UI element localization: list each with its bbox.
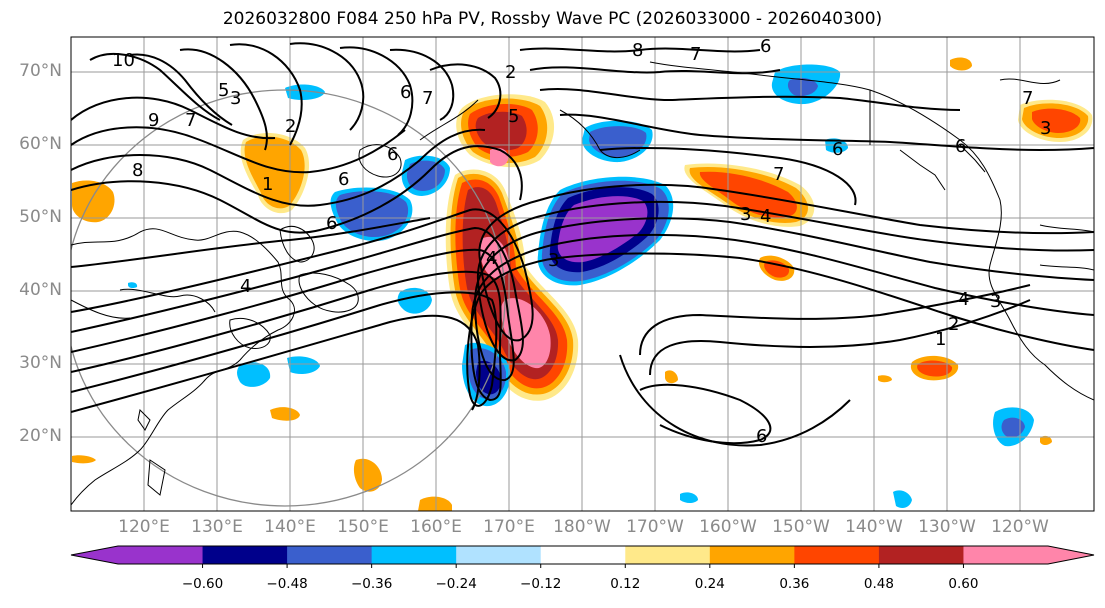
- pv-contours: [71, 42, 1094, 447]
- lat-label: 50°N: [19, 207, 62, 227]
- contour-label: 9: [148, 110, 159, 131]
- contour-label: 7: [690, 44, 701, 65]
- colorbar: [70, 545, 1095, 568]
- colorbar-extend-max: [1048, 546, 1094, 564]
- colorbar-tick-label: 0.12: [610, 576, 641, 592]
- lat-label: 30°N: [19, 353, 62, 373]
- colorbar-tick-label: −0.24: [435, 576, 477, 592]
- lon-label: 130°E: [191, 517, 243, 537]
- colorbar-tick-label: 0.48: [863, 576, 894, 592]
- map-title: 2026032800 F084 250 hPa PV, Rossby Wave …: [222, 9, 883, 29]
- map-frame: [70, 36, 1095, 512]
- colorbar-swatch: [709, 546, 795, 564]
- contour-label: 5: [218, 80, 229, 101]
- lat-label: 20°N: [19, 426, 62, 446]
- lon-label: 130°W: [918, 517, 976, 537]
- colorbar-swatch: [287, 546, 373, 564]
- lon-label: 180°W: [553, 517, 611, 537]
- contour-label: 1: [262, 174, 273, 195]
- contour-label: 6: [387, 144, 398, 165]
- colorbar-swatch: [794, 546, 880, 564]
- lon-label: 170°W: [626, 517, 684, 537]
- contour-label: 7: [773, 164, 784, 185]
- lon-label: 150°W: [772, 517, 830, 537]
- colorbar-tick-label: −0.48: [266, 576, 308, 592]
- contour-label: 2: [285, 116, 296, 137]
- contour-label: 2: [948, 314, 959, 335]
- colorbar-tick-label: −0.12: [520, 576, 562, 592]
- contour-label: 7: [185, 110, 196, 131]
- lon-label: 160°E: [410, 517, 462, 537]
- colorbar-swatch: [202, 546, 288, 564]
- contour-label: 4: [486, 248, 497, 269]
- lon-label: 140°E: [264, 517, 316, 537]
- contour-label: 1: [935, 329, 946, 350]
- colorbar-tick-label: 0.60: [948, 576, 979, 592]
- colorbar-tick-label: 0.36: [779, 576, 810, 592]
- contour-label: 3: [548, 250, 559, 271]
- colorbar-swatch: [371, 546, 457, 564]
- lon-label: 160°W: [699, 517, 757, 537]
- contour-label: 6: [400, 82, 411, 103]
- contour-label: 2: [505, 62, 516, 83]
- colorbar-outline: [70, 545, 1095, 565]
- lon-label: 170°E: [483, 517, 535, 537]
- colorbar-swatch: [456, 546, 542, 564]
- contour-label: 10: [112, 50, 135, 71]
- contour-label: 6: [338, 169, 349, 190]
- colorbar-tick-label: −0.36: [350, 576, 393, 592]
- contour-label: 8: [132, 160, 143, 181]
- contour-label: 8: [632, 40, 643, 61]
- colorbar-tick-label: −0.60: [181, 576, 224, 592]
- contour-label: 4: [240, 276, 251, 297]
- colorbar-swatch: [540, 546, 626, 564]
- lon-label: 120°W: [991, 517, 1049, 537]
- colorbar-swatch: [118, 546, 204, 564]
- contour-label: 3: [1040, 118, 1051, 139]
- colorbar-swatch: [878, 546, 964, 564]
- colorbar-swatch: [963, 546, 1049, 564]
- lon-label: 120°E: [118, 517, 170, 537]
- contour-label: 4: [958, 289, 969, 310]
- coastlines: [71, 61, 1094, 506]
- contour-label: 7: [1022, 88, 1033, 109]
- contour-label: 5: [508, 106, 519, 127]
- lat-label: 40°N: [19, 280, 62, 300]
- contour-labels: 10 9 8 7 6 5 4 3 2 1 6 7 6 6 5 4 3 4 3 2…: [112, 36, 1051, 447]
- colorbar-extend-min: [71, 546, 118, 564]
- lat-label: 60°N: [19, 134, 62, 154]
- lat-label: 70°N: [19, 61, 62, 81]
- contour-label: 7: [422, 88, 433, 109]
- contour-label: 3: [230, 88, 241, 109]
- colorbar-tick-label: 0.24: [694, 576, 725, 592]
- contour-label: 6: [832, 139, 843, 160]
- contour-label: 6: [326, 213, 337, 234]
- contour-label: 6: [955, 136, 966, 157]
- lon-label: 150°E: [337, 517, 389, 537]
- contour-label: 3: [740, 204, 751, 225]
- contour-label: 3: [990, 291, 1001, 312]
- contour-label: 6: [756, 426, 767, 447]
- lon-label: 140°W: [845, 517, 903, 537]
- contour-label: 6: [760, 36, 771, 57]
- colorbar-swatch: [625, 546, 711, 564]
- contour-label: 4: [760, 206, 771, 227]
